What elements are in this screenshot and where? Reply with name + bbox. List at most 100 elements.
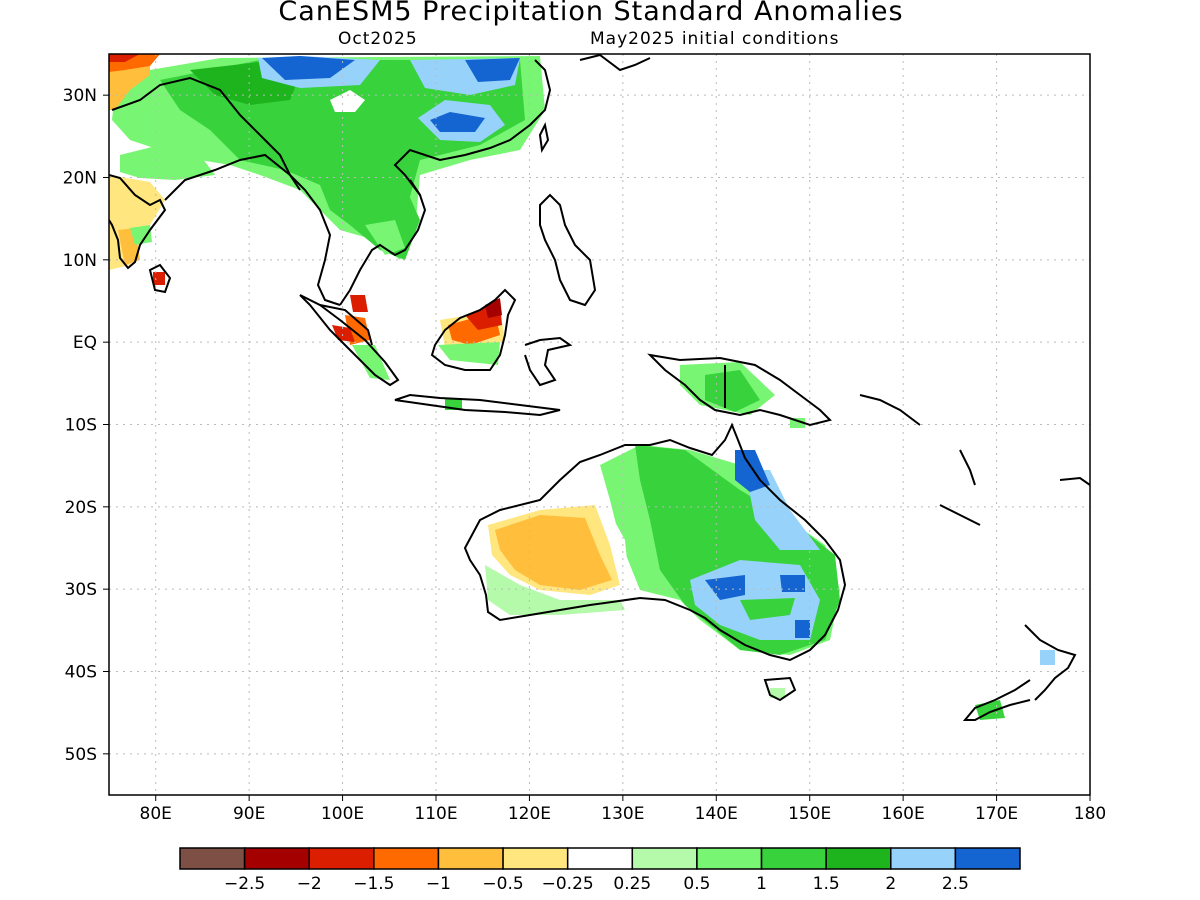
lon-tick-label: 110E [414, 804, 457, 824]
colorbar-swatch [825, 847, 892, 870]
colorbar-label: −2 [297, 874, 322, 894]
taiwan-coastline [538, 121, 550, 153]
colorbar-swatch [179, 847, 246, 870]
forecast-month: Oct2025 [338, 29, 418, 49]
sumatra-coastline [299, 294, 400, 387]
myanmar-coastline [289, 174, 341, 306]
lon-tick-label: 90E [233, 804, 265, 824]
lon-tick-label: 170E [975, 804, 1018, 824]
nz-south-island [962, 679, 1031, 721]
new-caledonia [939, 504, 981, 526]
australia-coastline [463, 422, 847, 662]
anomaly-shading [109, 54, 1055, 720]
lat-tick-label: EQ [73, 333, 97, 353]
tibet-blue-dark [262, 56, 355, 80]
australia-blue-core-3 [795, 620, 810, 638]
borneo-south-green [438, 342, 500, 365]
java-coastline [394, 393, 561, 417]
sulawesi-coastline [524, 336, 573, 387]
india-north-border [111, 76, 301, 191]
vanuatu-islands [959, 449, 976, 486]
borneo-coastline [430, 288, 517, 371]
asia-white-patch [330, 90, 365, 112]
new-guinea-coastline [647, 353, 832, 427]
malaya-coastline [299, 294, 373, 346]
colorbar-label: 0.5 [683, 874, 710, 894]
lon-tick-label: 180 [1074, 804, 1106, 824]
lon-tick-label: 150E [788, 804, 831, 824]
axis-tick-labels: 30N 20N 10N EQ 10S 20S 30S 40S 50S 80E 90E 100E 110E… [63, 86, 1107, 824]
tasmania-coastline [763, 676, 797, 702]
australia-green-center [740, 598, 795, 620]
china-coastline [464, 59, 552, 156]
colorbar: −2.5 −2 −1.5 −1 −0.5 −0.25 0.25 0.5 1 1.5 2 2.5 [179, 847, 1021, 894]
map-gridlines [109, 54, 1090, 795]
colorbar-label: 2 [885, 874, 896, 894]
lon-tick-label: 130E [601, 804, 644, 824]
colorbar-label: −0.25 [542, 874, 594, 894]
india-coastline [109, 174, 167, 270]
colorbar-swatch [437, 847, 504, 870]
sumatra-negative [350, 295, 368, 312]
indochina-coastline [393, 148, 466, 196]
thailand-coastline [339, 179, 427, 306]
coastlines [109, 54, 1090, 721]
china-blue-dark-1 [465, 58, 520, 82]
lon-tick-label: 120E [508, 804, 551, 824]
tasmania-green [770, 688, 785, 698]
lon-tick-label: 80E [140, 804, 172, 824]
australia-blue-core-2 [780, 575, 805, 592]
korea-japan-coastline [579, 54, 651, 72]
solomon-islands [859, 394, 921, 426]
colorbar-label: 0.25 [613, 874, 651, 894]
bengal-coastline [164, 153, 291, 201]
colorbar-swatch [502, 847, 569, 870]
lat-tick-label: 40S [65, 663, 97, 683]
lat-tick-label: 10S [65, 416, 97, 436]
colorbar-swatch [308, 847, 375, 870]
nz-blue [1040, 650, 1055, 665]
lat-tick-label: 10N [63, 251, 97, 271]
colorbar-label: −2.5 [224, 874, 265, 894]
colorbar-label: −1 [426, 874, 451, 894]
colorbar-label: 1.5 [813, 874, 840, 894]
colorbar-label: −1.5 [353, 874, 394, 894]
australia-west-negative [495, 515, 612, 590]
fiji-islands [1059, 476, 1090, 486]
china-blue-dark-2 [430, 112, 485, 132]
colorbar-swatch [954, 847, 1021, 870]
colorbar-swatch [760, 847, 827, 870]
colorbar-swatch [890, 847, 957, 870]
lat-tick-label: 20N [63, 169, 97, 189]
india-green-patch [120, 145, 215, 180]
initial-conditions: May2025 initial conditions [590, 29, 840, 49]
borneo-negative-strongest [485, 298, 502, 318]
png-strong-green [705, 370, 760, 412]
australia-blue-core-1 [705, 575, 745, 600]
lon-tick-label: 140E [695, 804, 738, 824]
indochina-light-green [365, 220, 405, 255]
colorbar-swatch [631, 847, 698, 870]
nz-north-island [1024, 624, 1077, 701]
philippines-coastline [539, 193, 597, 307]
colorbar-swatch [243, 847, 310, 870]
lat-tick-label: 20S [65, 498, 97, 518]
colorbar-swatch [696, 847, 763, 870]
lon-tick-label: 100E [321, 804, 364, 824]
australia-southwest-green [485, 565, 625, 615]
colorbar-label: 2.5 [942, 874, 969, 894]
colorbar-swatch [566, 847, 634, 870]
colorbar-label: −0.5 [482, 874, 523, 894]
australia-east-light-blue [745, 470, 820, 550]
lat-tick-label: 30S [65, 580, 97, 600]
map-title: CanESM5 Precipitation Standard Anomalies [278, 0, 904, 27]
lon-tick-label: 160E [882, 804, 925, 824]
colorbar-label: 1 [756, 874, 767, 894]
lat-tick-label: 50S [65, 745, 97, 765]
srilanka-coastline [148, 263, 172, 294]
srilanka-negative [153, 272, 165, 285]
india-very-strong-negative [109, 54, 140, 62]
lat-tick-label: 30N [63, 86, 97, 106]
colorbar-swatch [373, 847, 440, 870]
